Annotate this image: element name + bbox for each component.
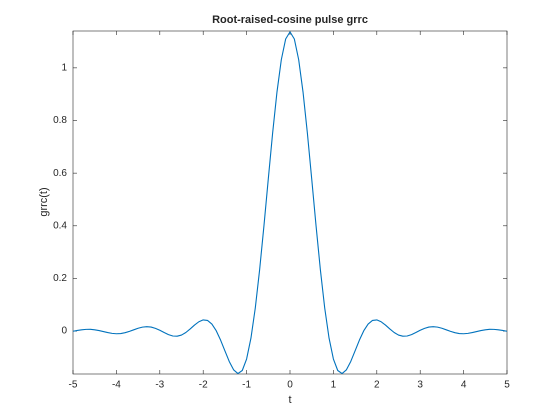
y-axis-label: grrc(t): [38, 187, 50, 216]
x-axis-label: t: [288, 394, 291, 406]
y-tick-label: 0.2: [53, 273, 67, 284]
x-tick-label: 1: [331, 380, 337, 391]
y-tick-label: 0.4: [53, 220, 67, 231]
x-tick-label: -3: [155, 380, 164, 391]
x-tick-label: 4: [461, 380, 467, 391]
line-series: [73, 31, 507, 374]
x-tick-label: 5: [504, 380, 510, 391]
y-tick-label: 0.6: [53, 168, 67, 179]
x-tick-label: -5: [69, 380, 78, 391]
x-tick-label: -1: [242, 380, 251, 391]
y-tick-label: 0.8: [53, 115, 67, 126]
y-tick-label: 0: [61, 326, 67, 337]
chart-title: Root-raised-cosine pulse grrc: [212, 14, 368, 26]
x-tick-label: 3: [417, 380, 423, 391]
y-tick-label: 1: [61, 62, 67, 73]
x-tick-label: -2: [199, 380, 208, 391]
x-tick-label: 2: [374, 380, 380, 391]
x-tick-label: -4: [112, 380, 121, 391]
x-tick-label: 0: [287, 380, 293, 391]
axes-box: [72, 30, 508, 375]
